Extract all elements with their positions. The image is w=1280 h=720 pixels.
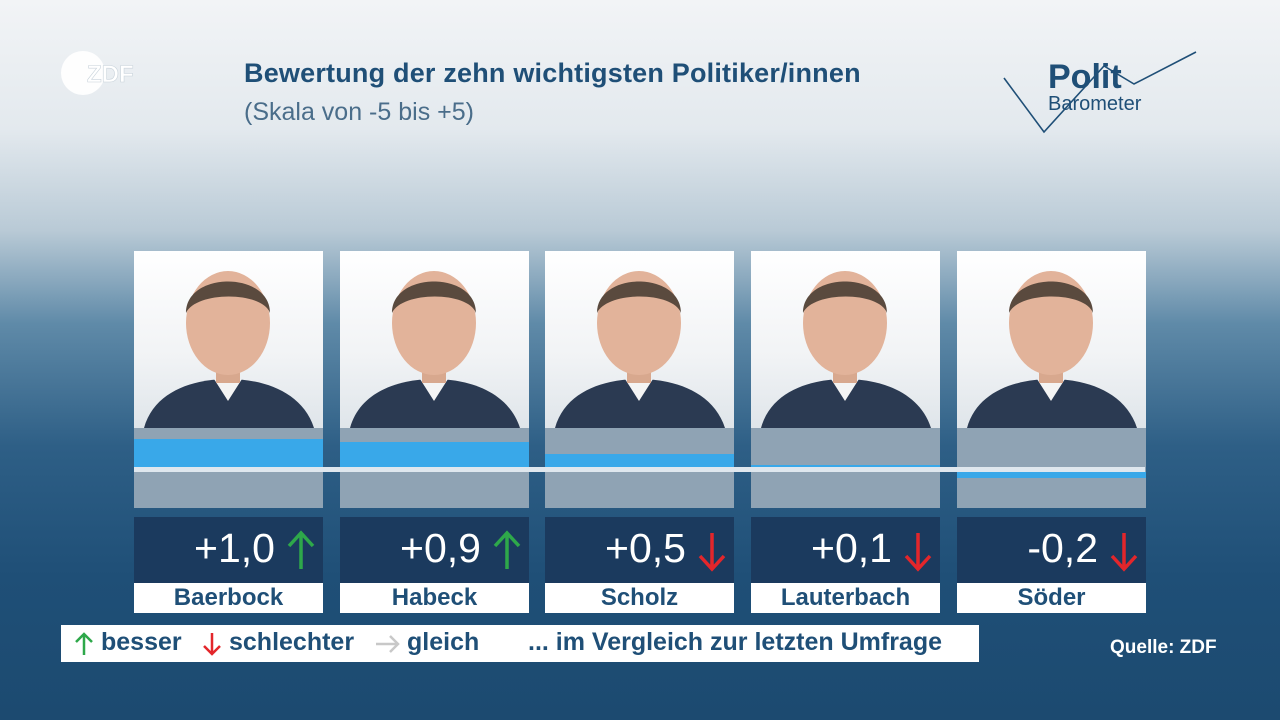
person-silhouette-icon <box>350 271 520 428</box>
arrow-right-icon <box>376 635 400 653</box>
rating-bar <box>751 465 940 468</box>
value-label: +0,5 <box>605 525 686 571</box>
politician-name: Lauterbach <box>780 584 911 611</box>
politbarometer-line2: Barometer <box>1048 93 1142 115</box>
arrow-up-icon <box>75 632 93 655</box>
value-label: -0,2 <box>1027 525 1098 571</box>
legend: besser schlechter gleich ... im Vergleic… <box>61 625 979 662</box>
value-box: +0,9 <box>340 517 529 583</box>
value-box: +0,1 <box>751 517 940 583</box>
zero-line <box>134 467 1145 472</box>
politician-name: Scholz <box>600 584 679 611</box>
value-label: +0,1 <box>811 525 892 571</box>
politbarometer-line1: Polit <box>1048 58 1122 96</box>
trend-down-arrow-icon <box>698 533 726 572</box>
name-box: Söder <box>957 583 1146 613</box>
rating-bar <box>545 453 734 468</box>
trend-down-arrow-icon <box>1110 533 1138 572</box>
source-credit: Quelle: ZDF <box>1110 637 1217 658</box>
value-box: +0,5 <box>545 517 734 583</box>
rating-bar <box>340 441 529 468</box>
portrait-photo <box>545 251 734 428</box>
politbarometer-zigzag-icon <box>1003 51 1197 134</box>
person-silhouette-icon <box>555 271 725 428</box>
rating-bar <box>134 439 323 468</box>
legend-note: ... im Vergleich zur letzten Umfrage <box>528 628 943 656</box>
person-silhouette-icon <box>761 271 931 428</box>
arrow-down-icon <box>203 633 221 656</box>
politician-name: Habeck <box>391 584 478 611</box>
portrait-photo <box>134 251 323 428</box>
person-silhouette-icon <box>144 271 314 428</box>
name-box: Baerbock <box>134 583 323 613</box>
portrait-photo <box>957 251 1146 428</box>
zdf-logo: ZDF <box>61 51 134 95</box>
legend-same: gleich <box>407 628 480 656</box>
rating-bar <box>957 472 1146 478</box>
person-silhouette-icon <box>967 271 1137 428</box>
trend-up-arrow-icon <box>287 530 315 569</box>
legend-better: besser <box>101 628 182 656</box>
portrait-photo <box>751 251 940 428</box>
trend-down-arrow-icon <box>904 533 932 572</box>
name-box: Lauterbach <box>751 583 940 613</box>
value-label: +0,9 <box>400 525 481 571</box>
politician-name: Baerbock <box>173 584 284 611</box>
chart-title: Bewertung der zehn wichtigsten Politiker… <box>244 58 861 88</box>
legend-worse: schlechter <box>229 628 355 656</box>
portrait-photo <box>340 251 529 428</box>
value-box: -0,2 <box>957 517 1146 583</box>
name-box: Scholz <box>545 583 734 613</box>
value-label: +1,0 <box>194 525 275 571</box>
chart-subtitle: (Skala von -5 bis +5) <box>244 98 474 126</box>
value-box: +1,0 <box>134 517 323 583</box>
svg-text:ZDF: ZDF <box>87 61 134 88</box>
politician-name: Söder <box>1017 584 1086 611</box>
name-box: Habeck <box>340 583 529 613</box>
trend-up-arrow-icon <box>493 530 521 569</box>
politbarometer-logo: Polit Barometer <box>1000 48 1200 138</box>
